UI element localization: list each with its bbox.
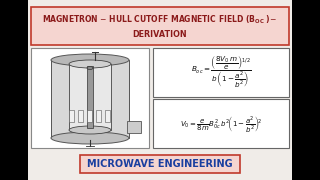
- Bar: [51, 60, 129, 138]
- Bar: [69, 110, 74, 122]
- Text: MAGNETRON $-$ HULL CUTOFF MAGNETIC FIELD (B$_{\mathregular{OC}}$ )$-$: MAGNETRON $-$ HULL CUTOFF MAGNETIC FIELD…: [43, 13, 277, 26]
- Text: $B_{oc} = \dfrac{\left(\dfrac{8V_0\,m}{e}\right)^{1/2}}{b\left(1-\dfrac{a^2}{b^2: $B_{oc} = \dfrac{\left(\dfrac{8V_0\,m}{e…: [191, 55, 251, 90]
- FancyBboxPatch shape: [31, 48, 149, 148]
- Bar: [28, 0, 292, 180]
- Ellipse shape: [69, 60, 111, 68]
- FancyBboxPatch shape: [153, 99, 289, 148]
- Ellipse shape: [69, 126, 111, 134]
- Bar: [87, 110, 92, 122]
- Text: $V_0 = \dfrac{e}{8m}B_{0c}^2\,b^2\!\left(1-\dfrac{a^2}{b^2}\right)^{\!2}$: $V_0 = \dfrac{e}{8m}B_{0c}^2\,b^2\!\left…: [180, 114, 262, 134]
- Bar: [69, 64, 111, 130]
- FancyBboxPatch shape: [153, 48, 289, 97]
- Bar: [105, 110, 110, 122]
- Bar: [78, 110, 83, 122]
- Ellipse shape: [51, 54, 129, 66]
- FancyBboxPatch shape: [31, 7, 289, 45]
- Ellipse shape: [87, 66, 93, 69]
- Text: DERIVATION: DERIVATION: [133, 30, 187, 39]
- Text: MICROWAVE ENGINEERING: MICROWAVE ENGINEERING: [87, 159, 233, 169]
- Bar: [127, 121, 141, 133]
- Bar: [87, 66, 93, 128]
- FancyBboxPatch shape: [80, 155, 240, 173]
- Ellipse shape: [51, 132, 129, 144]
- Bar: [96, 110, 101, 122]
